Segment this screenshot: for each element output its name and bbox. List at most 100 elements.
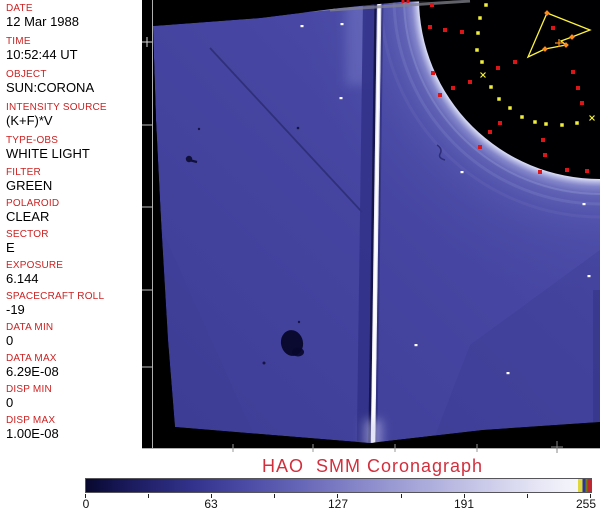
yellow-dot: [575, 121, 579, 125]
field-value: -19: [6, 302, 25, 317]
field-value: 1.00E-08: [6, 426, 59, 441]
shadow-corner: [153, 210, 260, 443]
yellow-dot: [544, 122, 548, 126]
colorbar-scale-label: 255: [575, 497, 597, 511]
yellow-dot: [533, 120, 537, 124]
metadata-field: OBJECT SUN:CORONA: [6, 69, 142, 95]
dust-blob: [185, 126, 304, 365]
metadata-field: POLAROID CLEAR: [6, 198, 142, 224]
overlay-polygon: [526, 10, 592, 59]
colorbar-tick: [274, 494, 276, 498]
red-dot: [541, 138, 545, 142]
field-label: POLAROID: [6, 198, 60, 209]
yellow-cross: [589, 115, 595, 121]
red-edge-dashes: [401, 0, 410, 3]
field-label: SECTOR: [6, 229, 49, 240]
field-value: 6.144: [6, 271, 39, 286]
colorbar-tick: [85, 494, 86, 498]
star-dot: [582, 203, 586, 206]
field-label: OBJECT: [6, 69, 47, 80]
field-value: (K+F)*V: [6, 113, 53, 128]
field-value: SUN:CORONA: [6, 80, 95, 95]
red-marker-dots: [428, 3, 589, 174]
red-dot: [513, 60, 517, 64]
frame-right-edge: [593, 290, 600, 423]
polygon-vertex-marker: [563, 42, 569, 48]
colorbar-tick: [148, 494, 150, 498]
field-label: DATA MIN: [6, 322, 54, 333]
star-dot: [506, 372, 510, 375]
metadata-sidebar: DATE 12 Mar 1988 TIME 10:52:44 UT OBJECT SUN:…: [0, 0, 142, 449]
red-dot: [431, 71, 435, 75]
yellow-marker-dots: [475, 3, 579, 127]
shadow-wedge: [430, 250, 600, 443]
colorbar-scale-label: 127: [327, 497, 349, 511]
metadata-field: TIME 10:52:44 UT: [6, 36, 142, 62]
metadata-field: DISP MAX 1.00E-08: [6, 415, 142, 441]
colorbar-tick: [400, 494, 402, 498]
star-dot: [340, 23, 344, 26]
frame-edge-band: [329, 0, 471, 12]
yellow-dot: [520, 115, 524, 119]
yellow-dot: [489, 85, 493, 89]
field-label: EXPOSURE: [6, 260, 64, 271]
red-dot: [551, 26, 555, 30]
red-dot: [580, 101, 584, 105]
red-dot: [430, 3, 434, 7]
field-value: 0: [6, 395, 14, 410]
metadata-field: EXPOSURE 6.144: [6, 260, 142, 286]
red-dot: [585, 169, 589, 173]
yellow-cross-markers: [480, 72, 595, 121]
image-title: HAO SMM Coronagraph: [261, 456, 484, 476]
field-value: E: [6, 240, 15, 255]
red-dot: [468, 80, 472, 84]
intensity-colorbar: [85, 478, 592, 493]
yellow-dot: [480, 60, 484, 64]
metadata-field: DATA MIN 0: [6, 322, 142, 348]
red-dot: [451, 86, 455, 90]
red-dot: [498, 121, 502, 125]
axis-frame: [141, 0, 600, 453]
red-dash: [406, 0, 410, 3]
colorbar-tick: [337, 494, 339, 498]
metadata-field: SECTOR E: [6, 229, 142, 255]
field-label: TYPE-OBS: [6, 135, 59, 146]
red-dot: [443, 28, 447, 32]
colorbar-tick: [463, 494, 465, 498]
star-dot: [339, 97, 343, 100]
red-dot: [488, 130, 492, 134]
yellow-dot: [508, 106, 512, 110]
metadata-field: SPACECRAFT ROLL -19: [6, 291, 142, 317]
occulting-disk: [419, 0, 600, 179]
red-dot: [543, 153, 547, 157]
yellow-dot: [476, 31, 480, 35]
yellow-cross: [480, 72, 486, 78]
metadata-field: DISP MIN 0: [6, 384, 142, 410]
red-dot: [538, 170, 542, 174]
field-label: DISP MIN: [6, 384, 52, 395]
colorbar-tick: [526, 494, 528, 498]
metadata-field: TYPE-OBS WHITE LIGHT: [6, 135, 142, 161]
field-label: DATA MAX: [6, 353, 57, 364]
field-value: GREEN: [6, 178, 53, 193]
red-dot: [428, 25, 432, 29]
polygon-vertex-marker: [542, 46, 548, 52]
red-dot: [460, 30, 464, 34]
yellow-dot: [475, 48, 479, 52]
field-of-view-polygon: [526, 12, 592, 59]
colorbar-tick: [589, 494, 591, 498]
field-value: 0: [6, 333, 14, 348]
rim-artifact: [436, 144, 446, 161]
yellow-dot: [484, 3, 488, 7]
colorbar-scale-label: 63: [204, 497, 218, 511]
polygon-vertex-marker: [544, 10, 550, 16]
camera-frame: [153, 0, 600, 443]
field-value: 10:52:44 UT: [6, 47, 78, 62]
field-label: INTENSITY SOURCE: [6, 102, 107, 113]
star-dot: [414, 344, 418, 347]
field-label: DISP MAX: [6, 415, 56, 426]
yellow-dot: [478, 16, 482, 20]
dark-streak: [209, 47, 363, 213]
